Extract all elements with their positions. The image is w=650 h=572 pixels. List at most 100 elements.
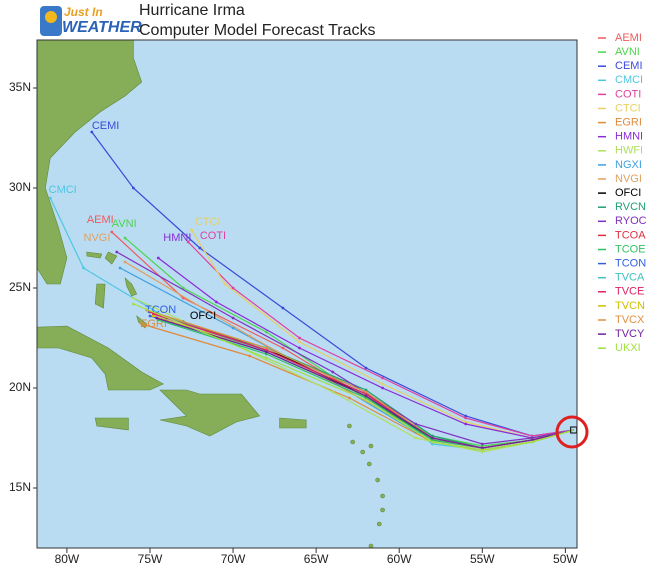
legend-label: TVCY (615, 328, 645, 340)
track-point (264, 356, 268, 360)
land (37, 40, 385, 548)
legend-label: NVGI (615, 173, 642, 185)
track-point (131, 186, 135, 190)
track-point (131, 302, 135, 306)
island (368, 443, 374, 449)
track-point (115, 250, 119, 254)
track-point (431, 442, 434, 446)
island (347, 423, 352, 429)
legend-label: EGRI (615, 117, 642, 129)
track-point (530, 438, 534, 442)
track-point (381, 382, 384, 386)
track-label: AEMI (87, 214, 114, 226)
track-point (431, 440, 434, 444)
track-point (414, 436, 418, 440)
track-point (231, 316, 235, 320)
landmass (159, 389, 261, 437)
track-point (281, 306, 285, 310)
landmass (94, 417, 129, 431)
track-point (231, 286, 235, 290)
track-point (281, 346, 285, 350)
track-point (155, 316, 159, 320)
track-point (215, 300, 218, 304)
track-label: HMNI (163, 232, 191, 244)
legend-label: CTCI (615, 102, 641, 114)
track-point (186, 240, 190, 244)
legend-label: TCON (615, 258, 646, 270)
track-point (248, 334, 252, 338)
landmass (279, 417, 307, 429)
legend-label: TVCN (615, 300, 645, 312)
track-label: AVNI (112, 218, 137, 230)
logo-text: WEATHER (62, 19, 142, 36)
x-tick-label: 80W (55, 552, 80, 566)
track-point (331, 370, 335, 374)
track-point (364, 398, 368, 402)
landmass (86, 251, 103, 259)
track-label: CEMI (92, 120, 120, 132)
track-point (347, 396, 351, 400)
track-point (231, 326, 235, 330)
island (380, 507, 385, 513)
track-point (148, 314, 152, 318)
legend: AEMI AVNI CEMI CMCI COTI CTCI EGRI HMNI HWFI NGXI… (598, 32, 647, 354)
track-point (123, 260, 127, 264)
landmass (37, 40, 143, 285)
island (376, 521, 382, 527)
track-point (381, 376, 384, 380)
track-point (131, 296, 135, 300)
track-point (464, 422, 468, 426)
track-point (364, 394, 368, 398)
track-point (364, 388, 368, 392)
x-tick-label: 75W (138, 552, 163, 566)
legend-label: CEMI (615, 60, 643, 72)
track-point (431, 434, 434, 438)
track-point (264, 330, 268, 334)
subtitle: Computer Model Forecast Tracks (139, 22, 376, 39)
track-point (364, 366, 368, 370)
landmass (37, 325, 164, 391)
legend-label: UKXI (615, 342, 641, 354)
track-point (414, 422, 418, 426)
track-point (431, 436, 434, 440)
y-tick-label: 20N (9, 380, 31, 394)
legend-label: NGXI (615, 159, 642, 171)
title: Hurricane Irma (139, 2, 245, 19)
island (368, 543, 374, 548)
track-point (198, 246, 202, 250)
legend-label: TCOE (615, 243, 646, 255)
start-highlight (555, 415, 589, 449)
track-label: COTI (200, 230, 226, 242)
track-point (151, 312, 155, 316)
track-point (480, 448, 484, 452)
track-point (298, 346, 301, 350)
logo-sun (45, 11, 57, 23)
legend-label: TVCE (615, 286, 644, 298)
landmass (124, 277, 138, 297)
legend-label: TVCA (615, 272, 645, 284)
track-point (223, 282, 227, 286)
track-point (480, 446, 484, 450)
map-frame (36, 39, 578, 549)
tracks: AEMIAVNICEMICMCICOTICTCIEGRIHMNINVGIOFCI… (49, 120, 577, 454)
track-point (464, 420, 468, 424)
track-point (123, 236, 127, 240)
island (360, 449, 365, 455)
x-tick-label: 60W (387, 552, 412, 566)
x-tick-label: 70W (221, 552, 246, 566)
legend-label: AVNI (615, 46, 640, 58)
landmass (104, 251, 118, 265)
track-label: OFCI (190, 310, 216, 322)
legend-label: HWFI (615, 145, 643, 157)
track-point (364, 392, 368, 396)
track-point (364, 396, 368, 400)
track-point (264, 352, 268, 356)
track-point (140, 322, 144, 326)
y-tick-label: 15N (9, 480, 31, 494)
track-point (90, 130, 94, 134)
track-point (381, 386, 384, 390)
x-tick-label: 50W (553, 552, 578, 566)
landmass (94, 283, 106, 309)
track-point (82, 266, 85, 270)
track-point (190, 228, 193, 232)
